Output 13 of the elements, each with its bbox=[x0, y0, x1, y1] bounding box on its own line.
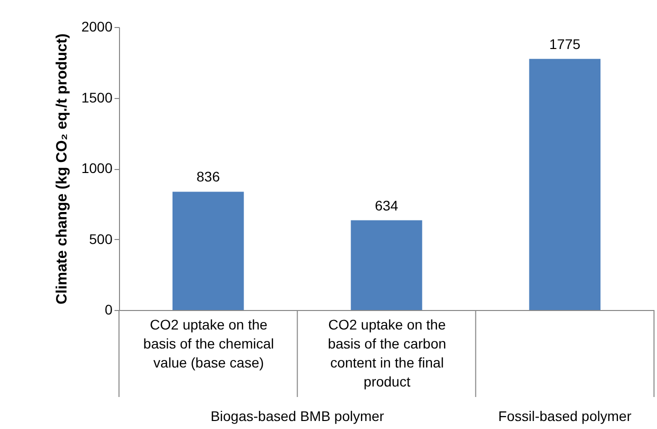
text: Biogas-based BMB polymer bbox=[210, 408, 384, 424]
y-tick-label: 0 bbox=[104, 302, 113, 318]
y-tick-label: 500 bbox=[89, 230, 113, 247]
text: Fossil-based polymer bbox=[498, 408, 632, 424]
data-label: 634 bbox=[374, 197, 398, 214]
x-tick-label: CO2 uptake on the basis of the chemical value (base case) bbox=[143, 316, 274, 370]
y-tick-label: 2000 bbox=[81, 18, 113, 34]
x-tick-label: CO2 uptake on the basis of the carbon content in the final product bbox=[328, 316, 446, 390]
y-tick-label: 1500 bbox=[81, 89, 113, 106]
y-axis-title: Climate change (kg CO₂ eq./t product) bbox=[53, 34, 70, 304]
data-label: 1775 bbox=[549, 36, 581, 52]
data-label: 836 bbox=[196, 168, 220, 185]
y-tick-label: 1000 bbox=[81, 160, 113, 176]
